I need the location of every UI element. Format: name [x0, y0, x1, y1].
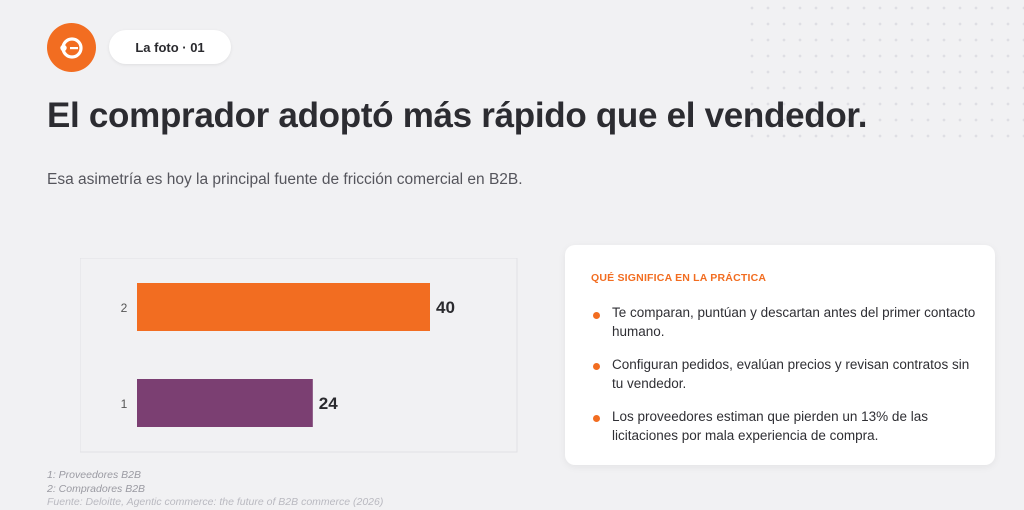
section-badge: La foto · 01 — [109, 30, 231, 64]
bullet-dot-icon — [593, 312, 600, 319]
footnote-2: 2: Compradores B2B — [47, 482, 146, 495]
chart-marks: 2 40 1 24 — [121, 283, 455, 427]
ring-icon — [59, 36, 83, 59]
card-item-3: Los proveedores estiman que pierden un 1… — [612, 409, 928, 443]
decorative-dot-grid — [744, 0, 1024, 150]
footnote-1: 1: Proveedores B2B — [47, 469, 141, 481]
card-item-2: Configuran pedidos, evalúan precios y re… — [612, 357, 970, 391]
bar-2 — [137, 283, 430, 331]
footnote-source: Fuente: Deloitte, Agentic commerce: the … — [47, 496, 384, 508]
comparison-bar-chart: 2 40 1 24 — [80, 258, 518, 453]
card-heading: QUÉ SIGNIFICA EN LA PRÁCTICA — [591, 272, 767, 284]
section-badge-label: La foto · 01 — [135, 39, 205, 55]
card-item-1: Te comparan, puntúan y descartan antes d… — [612, 305, 976, 339]
category-tick-label: 2 — [121, 301, 128, 315]
bar-value-label: 24 — [319, 394, 338, 413]
bar-value-label: 40 — [436, 298, 455, 317]
chart-frame — [80, 258, 518, 453]
bullet-dot-icon — [593, 415, 600, 422]
page-subtitle: Esa asimetría es hoy la principal fuente… — [47, 171, 523, 188]
bullet-dot-icon — [593, 363, 600, 370]
footnotes: 1: Proveedores B2B 2: Compradores B2B Fu… — [47, 469, 383, 510]
category-tick-label: 1 — [121, 397, 128, 411]
page-title: El comprador adoptó más rápido que el ve… — [47, 96, 868, 135]
insight-card: QUÉ SIGNIFICA EN LA PRÁCTICA Te comparan… — [565, 245, 995, 465]
brand-logo-icon — [47, 23, 96, 72]
bar-1 — [137, 379, 313, 427]
